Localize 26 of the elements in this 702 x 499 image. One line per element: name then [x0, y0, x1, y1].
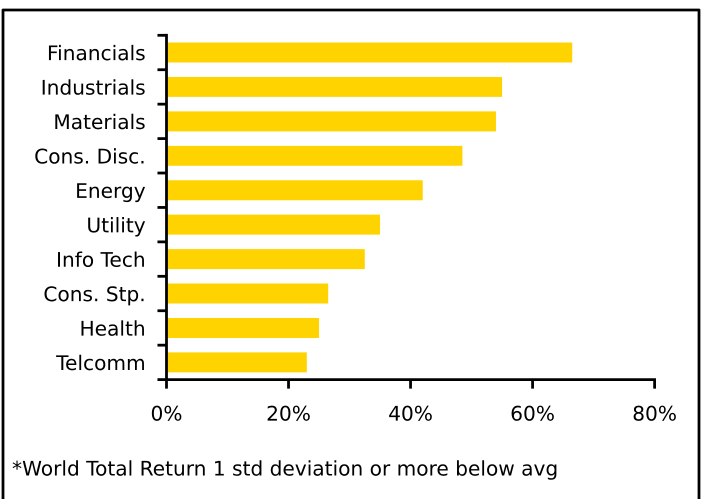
bar [166, 111, 496, 132]
bar [166, 352, 307, 372]
x-tick-label: 20% [268, 406, 310, 421]
y-tick-label: Financials [48, 44, 145, 60]
bar [166, 284, 328, 304]
y-tick-label: Health [82, 320, 144, 336]
y-tick-label: Materials [55, 114, 145, 130]
y-tick-label: Cons. Disc. [35, 148, 144, 164]
bar [166, 146, 462, 166]
bar [166, 249, 365, 270]
text: *World Total Return 1 std deviation or more below avg [12, 460, 556, 480]
y-tick-label: Industrials [42, 79, 145, 95]
bar [166, 180, 423, 200]
y-tick-label: Energy [77, 183, 146, 202]
y-tick-label: Info Tech [58, 251, 144, 268]
y-tick-label: Utility [88, 217, 146, 237]
y-tick-label: Cons. Stp. [44, 286, 144, 306]
bar [166, 42, 572, 62]
x-tick-label: 40% [389, 406, 432, 421]
bar [166, 76, 502, 97]
y-tick-label: Telcomm [56, 354, 144, 370]
x-tick-label: 0% [152, 406, 182, 421]
x-tick-label: 80% [634, 406, 676, 421]
bar [166, 214, 380, 235]
bar [166, 318, 320, 338]
x-tick-label: 60% [512, 406, 554, 421]
